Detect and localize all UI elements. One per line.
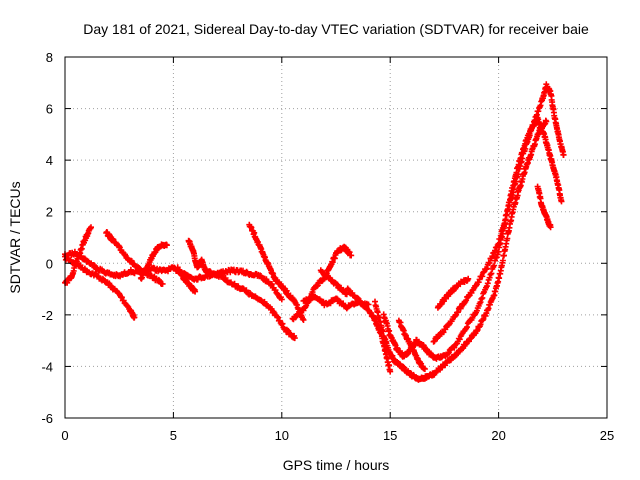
series-track-17 <box>434 275 472 311</box>
series-markers <box>430 81 567 345</box>
y-tick-label: -6 <box>41 411 53 426</box>
series-markers <box>103 229 166 287</box>
x-tick-label: 25 <box>600 428 614 443</box>
series-track-8 <box>246 221 307 323</box>
series-markers <box>434 275 472 311</box>
series-track-12 <box>343 285 394 375</box>
series-track-18 <box>534 183 554 231</box>
series-track-16 <box>395 317 428 372</box>
x-tick-label: 0 <box>61 428 68 443</box>
plot-frame <box>64 56 608 419</box>
x-tick-label: 20 <box>491 428 505 443</box>
series-track-7 <box>174 264 199 295</box>
series-markers <box>534 183 554 231</box>
series-track-4 <box>103 229 166 287</box>
series-markers <box>343 285 394 375</box>
y-tick-label: 0 <box>46 256 53 271</box>
y-tick-label: -2 <box>41 308 53 323</box>
series-markers <box>185 237 298 342</box>
series-markers <box>174 264 199 295</box>
y-tick-label: 6 <box>46 102 53 117</box>
series-track-6 <box>185 237 298 342</box>
series-markers <box>246 221 307 323</box>
series-track-11 <box>317 267 350 298</box>
data-series <box>62 81 567 383</box>
series-markers <box>317 267 350 298</box>
x-axis-label: GPS time / hours <box>283 457 390 473</box>
y-tick-label: 8 <box>46 50 53 65</box>
chart-title: Day 181 of 2021, Sidereal Day-to-day VTE… <box>83 21 589 37</box>
y-tick-label: -4 <box>41 359 53 374</box>
y-tick-label: 4 <box>46 153 53 168</box>
x-tick-label: 5 <box>170 428 177 443</box>
series-track-15 <box>430 81 567 345</box>
axis-ticks: 0 5 10 15 20 25 -6 -4 -2 0 2 4 6 8 <box>41 50 614 443</box>
series-track-5 <box>137 241 170 282</box>
y-axis-label: SDTVAR / TECUs <box>7 181 23 293</box>
series-markers <box>372 117 550 383</box>
x-tick-label: 10 <box>275 428 289 443</box>
series-markers <box>137 241 170 282</box>
series-markers <box>395 317 428 372</box>
x-tick-label: 15 <box>383 428 397 443</box>
y-tick-label: 2 <box>46 205 53 220</box>
series-track-13 <box>372 117 550 383</box>
